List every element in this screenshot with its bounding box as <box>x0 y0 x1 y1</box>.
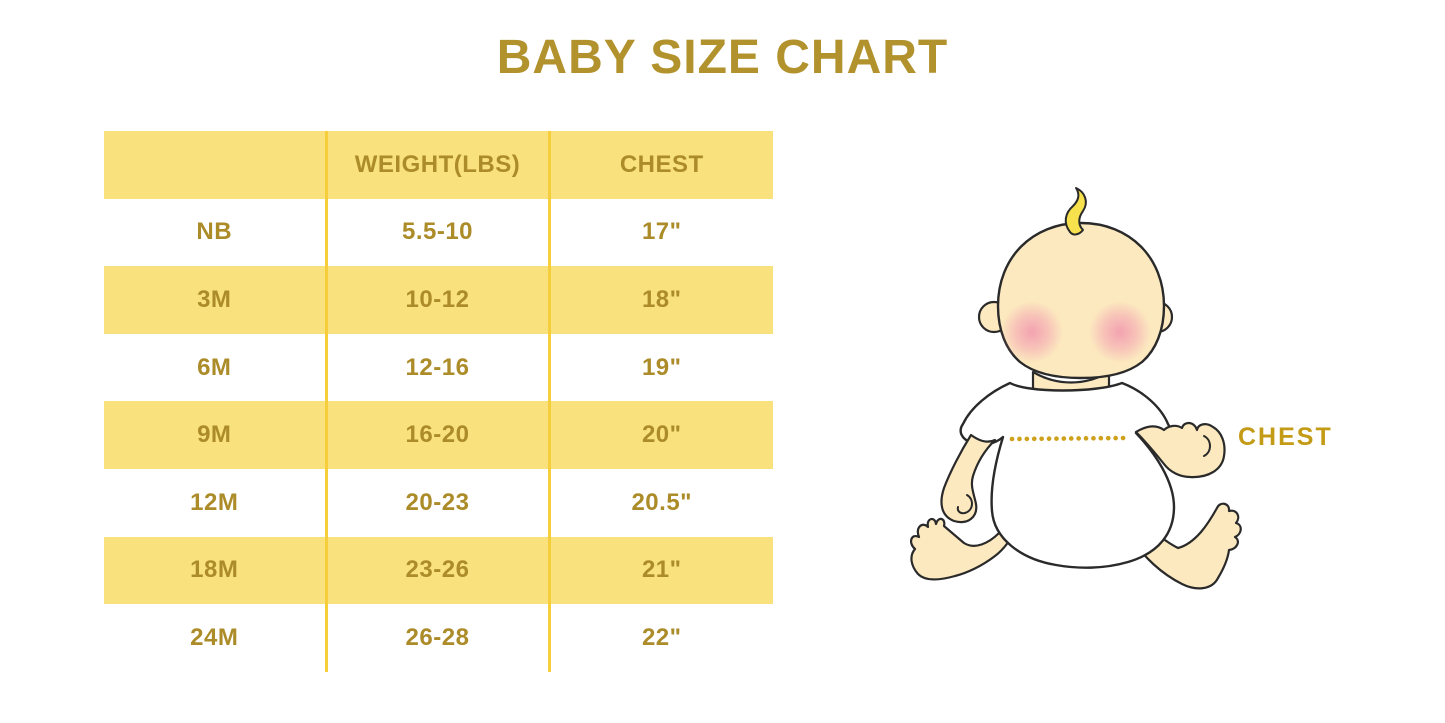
size-table-head: WEIGHT(LBS) CHEST <box>104 131 773 199</box>
baby-arm-right <box>1134 421 1226 479</box>
table-header-cell: CHEST <box>547 131 773 199</box>
chest-measurement-label: CHEST <box>1238 423 1333 451</box>
table-row: 6M 12-16 19" <box>104 333 773 402</box>
table-cell: 3M <box>197 285 232 313</box>
baby-hand-left-finger-line <box>956 494 973 515</box>
chest-dotted-line <box>1009 435 1130 442</box>
baby-arm-left <box>940 433 997 524</box>
baby-cheek-left <box>1001 301 1063 363</box>
size-table-body: NB 5.5-10 17" 3M 10-12 18" 6M 12-16 19" 9M 16-20 20… <box>104 198 773 672</box>
table-cell: 23-26 <box>324 536 549 605</box>
table-cell: 12M <box>190 488 239 516</box>
table-header-cell: WEIGHT(LBS) <box>324 131 549 199</box>
table-header-row: WEIGHT(LBS) CHEST <box>104 131 773 199</box>
table-cell: 20.5" <box>547 468 773 537</box>
size-table: WEIGHT(LBS) CHEST NB 5.5-10 17" 3M 10-12 18" 6M… <box>104 131 773 672</box>
table-cell: 18" <box>547 266 773 334</box>
baby-illustration <box>909 187 1242 590</box>
table-cell: 9M <box>197 421 232 449</box>
baby-hair-curl <box>1064 187 1087 236</box>
table-cell: 10-12 <box>324 266 549 334</box>
table-row: 12M 20-23 20.5" <box>104 468 773 537</box>
table-cell: 19" <box>547 333 773 402</box>
table-header-cell <box>104 131 326 199</box>
table-cell: 17" <box>547 198 773 267</box>
baby-leg-left <box>909 510 1025 581</box>
table-row: NB 5.5-10 17" <box>104 198 773 267</box>
table-cell: 26-28 <box>324 604 549 672</box>
table-cell: 16-20 <box>324 401 549 469</box>
table-row: 18M 23-26 21" <box>104 536 773 605</box>
table-cell: 24M <box>190 623 239 651</box>
table-cell: 5.5-10 <box>324 198 549 267</box>
table-cell: 12-16 <box>324 333 549 402</box>
table-cell: 20-23 <box>324 468 549 537</box>
table-cell: 21" <box>547 536 773 605</box>
table-cell: NB <box>196 218 233 246</box>
table-cell: 20" <box>547 401 773 469</box>
table-row: 3M 10-12 18" <box>104 266 773 334</box>
table-cell: 6M <box>197 353 232 381</box>
baby-cheek-right <box>1089 301 1151 363</box>
table-cell: 18M <box>190 556 239 584</box>
page-title: BABY SIZE CHART <box>496 31 949 84</box>
table-cell: 22" <box>547 604 773 672</box>
baby-hand-right-knuckle-line <box>1203 435 1211 457</box>
table-row: 9M 16-20 20" <box>104 401 773 469</box>
table-row: 24M 26-28 22" <box>104 604 773 672</box>
